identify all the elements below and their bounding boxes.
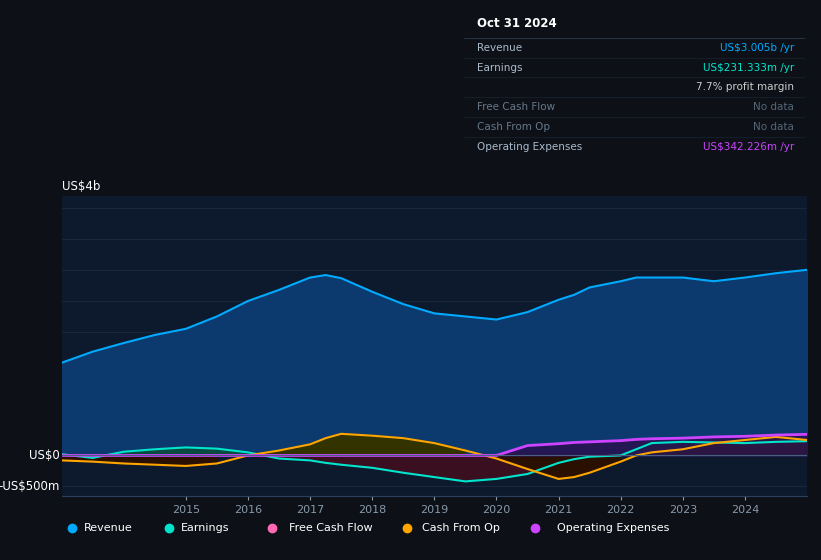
- Text: Cash From Op: Cash From Op: [478, 122, 551, 132]
- Text: Revenue: Revenue: [478, 43, 523, 53]
- Text: 7.7% profit margin: 7.7% profit margin: [696, 82, 795, 92]
- Text: US$3.005b /yr: US$3.005b /yr: [720, 43, 795, 53]
- Text: Operating Expenses: Operating Expenses: [557, 523, 669, 533]
- Text: Revenue: Revenue: [84, 523, 133, 533]
- Text: Free Cash Flow: Free Cash Flow: [478, 102, 556, 112]
- Text: Free Cash Flow: Free Cash Flow: [289, 523, 373, 533]
- Text: -US$500m: -US$500m: [0, 480, 60, 493]
- Text: Oct 31 2024: Oct 31 2024: [478, 17, 557, 30]
- Text: US$342.226m /yr: US$342.226m /yr: [703, 142, 795, 152]
- Text: US$4b: US$4b: [62, 180, 100, 193]
- Text: Operating Expenses: Operating Expenses: [478, 142, 583, 152]
- Text: Earnings: Earnings: [181, 523, 229, 533]
- Text: Cash From Op: Cash From Op: [423, 523, 500, 533]
- Text: US$0: US$0: [30, 449, 60, 462]
- Text: No data: No data: [754, 102, 795, 112]
- Text: Earnings: Earnings: [478, 63, 523, 73]
- Text: No data: No data: [754, 122, 795, 132]
- Text: US$231.333m /yr: US$231.333m /yr: [703, 63, 795, 73]
